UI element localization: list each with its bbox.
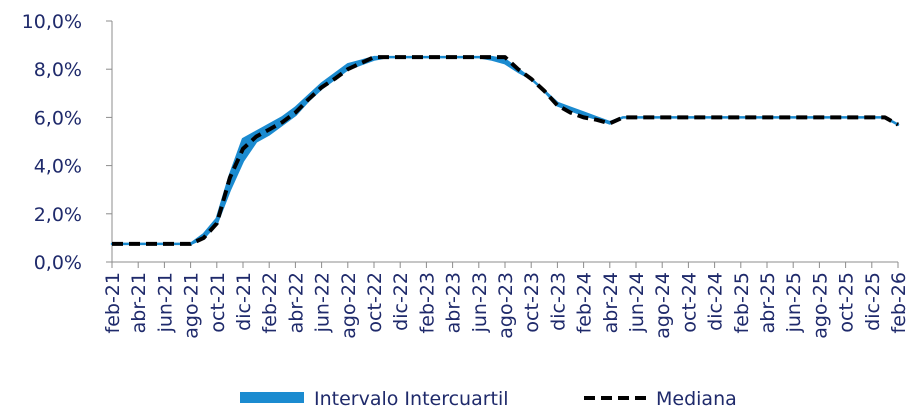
x-tick-label: feb-25 bbox=[731, 272, 753, 333]
x-tick-label: jun-21 bbox=[154, 272, 176, 333]
x-tick-label: oct-21 bbox=[207, 272, 229, 333]
x-tick-label: abr-22 bbox=[285, 272, 307, 333]
y-tick-label: 8,0% bbox=[34, 59, 82, 81]
x-tick-label: oct-23 bbox=[521, 272, 543, 333]
x-axis: feb-21 abr-21 jun-21 ago-21 oct-21 dic-21 feb-… bbox=[102, 261, 907, 339]
y-tick-label: 2,0% bbox=[34, 204, 82, 226]
x-tick-label: feb-23 bbox=[416, 272, 438, 333]
x-tick-label: dic-21 bbox=[233, 272, 255, 331]
x-tick-label: jun-25 bbox=[783, 272, 805, 333]
x-tick-label: feb-24 bbox=[574, 272, 596, 333]
x-tick-label: jun-23 bbox=[469, 272, 491, 333]
legend-median-label: Mediana bbox=[656, 388, 737, 410]
x-tick-label: abr-21 bbox=[128, 272, 150, 333]
x-tick-label: ago-23 bbox=[495, 272, 517, 339]
x-tick-label: feb-21 bbox=[102, 272, 124, 333]
y-tick-label: 10,0% bbox=[22, 11, 82, 33]
x-tick-label: dic-23 bbox=[547, 272, 569, 331]
legend: Intervalo Intercuartil Mediana bbox=[240, 388, 737, 410]
x-tick-label: abr-23 bbox=[443, 272, 465, 333]
y-tick-label: 4,0% bbox=[34, 156, 82, 178]
x-tick-label: oct-25 bbox=[836, 272, 858, 333]
legend-band-swatch bbox=[240, 392, 304, 403]
interquartile-band bbox=[110, 55, 900, 246]
plot-area bbox=[110, 55, 900, 246]
x-tick-label: ago-24 bbox=[652, 272, 674, 339]
x-tick-label: feb-26 bbox=[888, 272, 907, 333]
x-tick-label: ago-25 bbox=[809, 272, 831, 339]
x-tick-label: dic-24 bbox=[705, 272, 727, 331]
x-tick-label: oct-22 bbox=[364, 272, 386, 333]
x-tick-label: abr-25 bbox=[757, 272, 779, 333]
x-tick-label: ago-21 bbox=[181, 272, 203, 339]
median-line bbox=[112, 55, 899, 246]
x-tick-label: ago-22 bbox=[338, 272, 360, 339]
y-tick-label: 0,0% bbox=[34, 252, 82, 274]
y-tick-label: 6,0% bbox=[34, 107, 82, 129]
x-tick-label: oct-24 bbox=[678, 272, 700, 333]
x-tick-label: dic-22 bbox=[390, 272, 412, 331]
x-tick-label: feb-22 bbox=[259, 272, 281, 333]
x-tick-label: jun-24 bbox=[626, 272, 648, 333]
x-tick-label: abr-24 bbox=[600, 272, 622, 333]
x-tick-label: dic-25 bbox=[862, 272, 884, 331]
y-axis: 0,0% 2,0% 4,0% 6,0% 8,0% 10,0% bbox=[22, 11, 113, 274]
legend-band-label: Intervalo Intercuartil bbox=[314, 388, 509, 410]
x-tick-label: jun-22 bbox=[312, 272, 334, 333]
